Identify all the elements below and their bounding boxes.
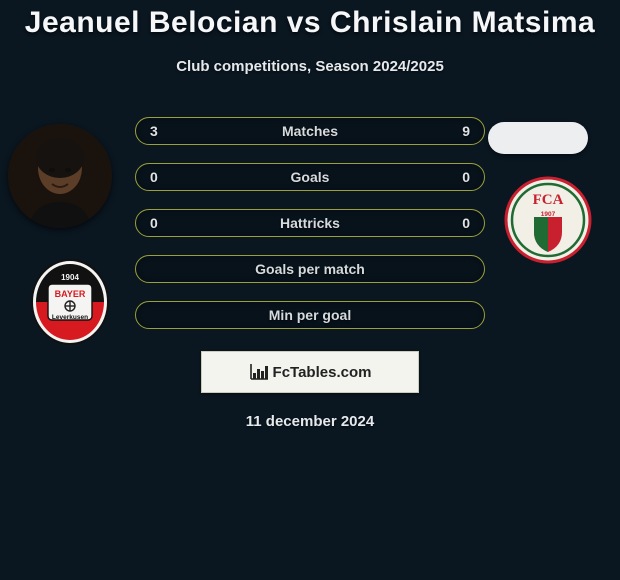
stat-label: Goals per match <box>136 261 484 277</box>
comparison-card: Jeanuel Belocian vs Chrislain Matsima Cl… <box>0 0 620 430</box>
stat-label: Matches <box>136 123 484 139</box>
club-left-crest: 1904 BAYER Leverkusen <box>30 258 110 346</box>
svg-text:FCA: FCA <box>533 192 564 208</box>
subtitle: Club competitions, Season 2024/2025 <box>0 58 620 75</box>
snapshot-date: 11 december 2024 <box>0 413 620 430</box>
stat-label: Goals <box>136 169 484 185</box>
page-title: Jeanuel Belocian vs Chrislain Matsima <box>0 6 620 40</box>
bar-chart-icon <box>249 363 269 381</box>
club-right-crest: FCA 1907 <box>504 176 592 264</box>
player-right-avatar <box>488 122 588 154</box>
player-left-avatar <box>8 124 112 228</box>
svg-text:BAYER: BAYER <box>55 289 86 299</box>
stat-row-goals-per-match: Goals per match <box>135 255 485 283</box>
stat-list: 3 Matches 9 0 Goals 0 0 Hattricks 0 Goal… <box>135 117 485 329</box>
avatar-placeholder-icon <box>8 124 112 228</box>
stat-left-value: 0 <box>150 169 168 185</box>
stat-left-value: 0 <box>150 215 168 231</box>
brand-box[interactable]: FcTables.com <box>201 351 419 393</box>
stat-row-goals: 0 Goals 0 <box>135 163 485 191</box>
leverkusen-crest-icon: 1904 BAYER Leverkusen <box>30 258 110 346</box>
stat-right-value: 0 <box>452 169 470 185</box>
stat-row-matches: 3 Matches 9 <box>135 117 485 145</box>
augsburg-crest-icon: FCA 1907 <box>504 176 592 264</box>
stat-left-value: 3 <box>150 123 168 139</box>
svg-text:1904: 1904 <box>61 273 79 282</box>
svg-text:Leverkusen: Leverkusen <box>52 314 88 321</box>
stat-label: Min per goal <box>136 307 484 323</box>
stat-row-min-per-goal: Min per goal <box>135 301 485 329</box>
stat-row-hattricks: 0 Hattricks 0 <box>135 209 485 237</box>
svg-text:1907: 1907 <box>541 211 556 218</box>
brand-label: FcTables.com <box>273 364 372 381</box>
stat-right-value: 0 <box>452 215 470 231</box>
stat-label: Hattricks <box>136 215 484 231</box>
stat-right-value: 9 <box>452 123 470 139</box>
